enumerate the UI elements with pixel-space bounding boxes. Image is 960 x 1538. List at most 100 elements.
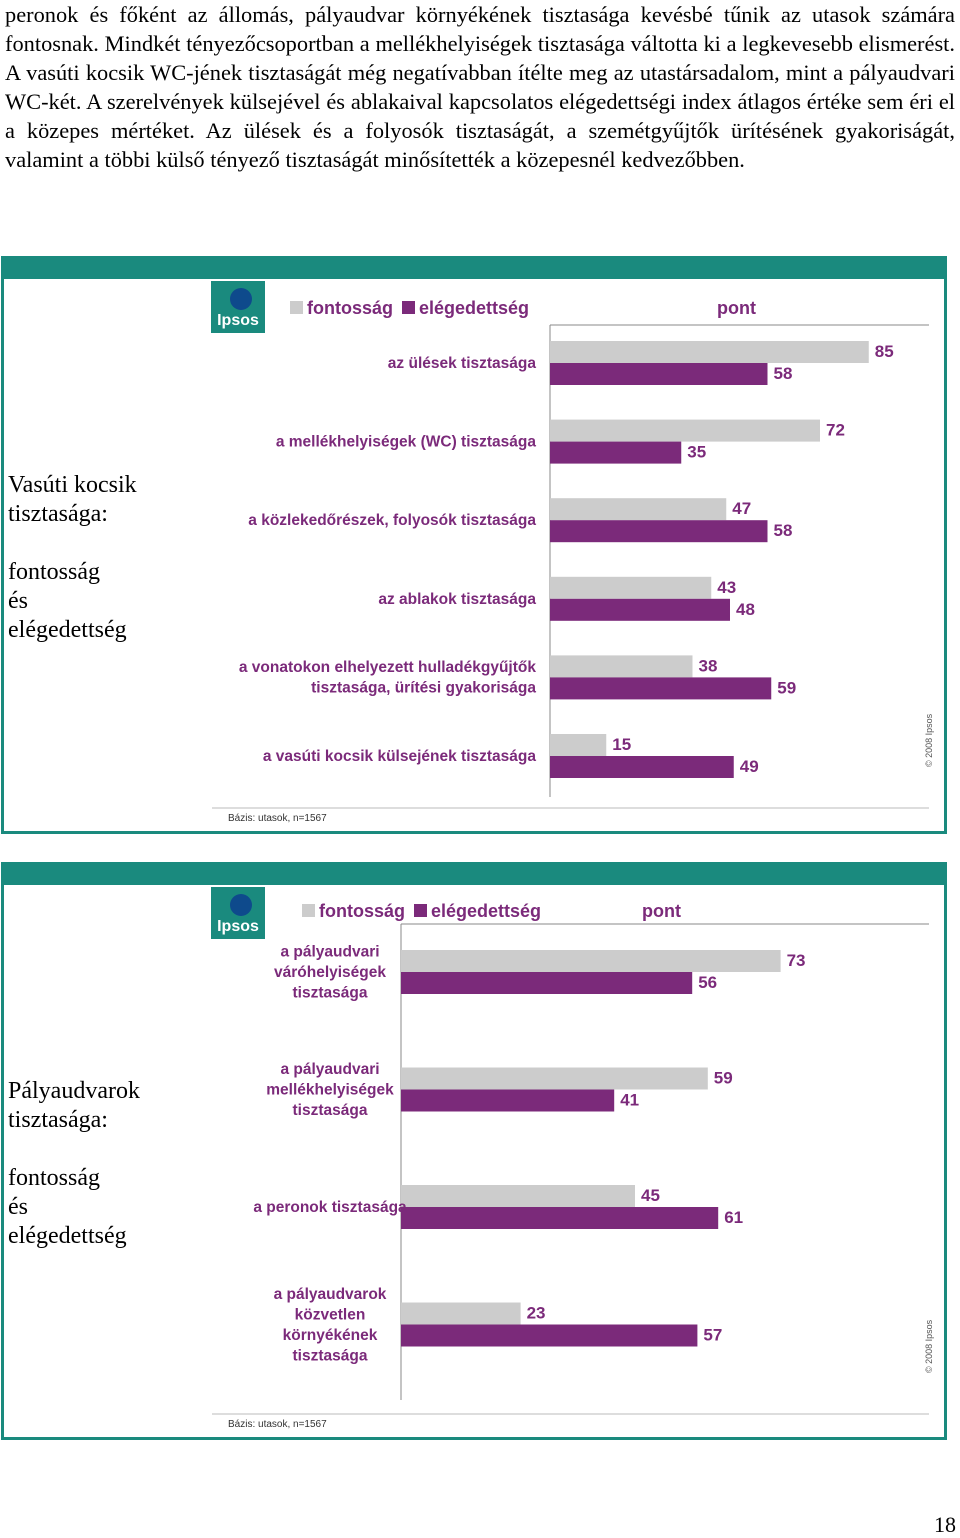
category-group: 73 56 a pályaudvari váróhelyiségek tisztaság…	[274, 944, 806, 1002]
bar-importance	[550, 498, 727, 521]
unit-label: pont	[717, 298, 756, 318]
data-label-satisfaction: 49	[740, 757, 759, 776]
category-label: környékének	[283, 1327, 378, 1344]
bar-satisfaction	[550, 441, 682, 464]
category-label: a vonatokon elhelyezett hulladékgyűjtők	[239, 659, 537, 676]
data-label-importance: 45	[641, 1186, 660, 1205]
logo-text: Ipsos	[217, 312, 259, 329]
category-group: 23 57 a pályaudvarok közvetlen környékének ti…	[274, 1286, 723, 1365]
legend-swatch-importance	[290, 301, 303, 314]
data-label-importance: 15	[612, 735, 631, 754]
category-group: 15 49 a vasúti kocsik külsejének tisztaság…	[263, 734, 759, 778]
side-title-line: fontosság	[8, 559, 100, 585]
side-title-line: tisztasága:	[8, 1107, 108, 1133]
data-label-satisfaction: 61	[724, 1208, 743, 1227]
category-label: tisztasága	[293, 1347, 368, 1364]
bar-importance	[550, 341, 869, 363]
copyright-note: © 2008 Ipsos	[924, 713, 934, 767]
chart-side-title: Vasúti kocsik tisztasága: fontosság és e…	[8, 471, 137, 645]
unit-label: pont	[642, 901, 681, 921]
data-label-importance: 73	[787, 951, 806, 970]
category-label: az ablakok tisztasága	[378, 591, 536, 608]
data-label-satisfaction: 56	[698, 973, 717, 992]
body-paragraph: peronok és főként az állomás, pályaudvar…	[5, 2, 955, 172]
data-label-satisfaction: 57	[703, 1326, 722, 1345]
bar-satisfaction	[401, 972, 693, 994]
category-label: tisztasága	[293, 985, 368, 1002]
data-label-importance: 85	[875, 342, 894, 361]
bar-satisfaction	[550, 363, 768, 385]
side-title-line: fontosság	[8, 1165, 100, 1191]
legend-swatch-satisfaction	[402, 301, 415, 314]
category-label: váróhelyiségek	[274, 964, 386, 981]
category-label: a vasúti kocsik külsejének tisztasága	[263, 748, 536, 765]
base-note: Bázis: utasok, n=1567	[228, 1419, 327, 1430]
side-title-line: elégedettség	[8, 617, 127, 643]
category-group: 45 61 a peronok tisztasága	[253, 1185, 743, 1229]
panel-top-bar	[4, 865, 944, 885]
data-label-importance: 47	[732, 499, 751, 518]
bar-importance	[550, 419, 820, 442]
legend-swatch-satisfaction	[414, 904, 427, 917]
bar-satisfaction	[550, 677, 772, 700]
category-group: 59 41 a pályaudvari mellékhelyiségek tisztas…	[266, 1061, 732, 1119]
bar-importance	[401, 1067, 708, 1090]
bar-importance	[550, 655, 693, 678]
chart-side-title: Pályaudvarok tisztasága: fontosság és el…	[8, 1077, 140, 1251]
data-label-satisfaction: 48	[736, 600, 755, 619]
category-label: tisztasága	[293, 1102, 368, 1119]
data-label-satisfaction: 58	[774, 364, 793, 383]
category-label: tisztasága, ürítési gyakorisága	[311, 680, 536, 697]
data-label-importance: 72	[826, 421, 845, 440]
side-title-line: elégedettség	[8, 1223, 127, 1249]
bar-importance	[550, 734, 607, 756]
logo-globe	[230, 288, 252, 310]
bar-satisfaction	[550, 598, 730, 621]
ipsos-logo: Ipsos	[211, 887, 265, 939]
category-label: a mellékhelyiségek (WC) tisztasága	[276, 434, 537, 451]
logo-globe	[230, 894, 252, 916]
legend-label-importance: fontosság	[319, 901, 405, 921]
bar-satisfaction	[401, 1324, 698, 1347]
category-label: a közlekedőrészek, folyosók tisztasága	[248, 512, 536, 529]
bar-importance	[401, 1302, 521, 1325]
bar-importance	[401, 1185, 635, 1207]
chart-railcars: Ipsos fontosság elégedettség pont 85 58 az ülé…	[211, 281, 934, 824]
bar-satisfaction	[401, 1207, 719, 1229]
category-group: 72 35 a mellékhelyiségek (WC) tisztasága	[276, 419, 845, 464]
bar-importance	[401, 950, 781, 972]
page-number: 18	[934, 1512, 956, 1537]
side-title-line: és	[8, 588, 28, 614]
data-label-importance: 38	[699, 656, 718, 675]
ipsos-logo: Ipsos	[211, 281, 265, 333]
data-label-importance: 43	[717, 578, 736, 597]
bar-satisfaction	[550, 520, 768, 543]
logo-text: Ipsos	[217, 918, 259, 935]
category-group: 85 58 az ülések tisztasága	[388, 341, 894, 385]
category-label: a pályaudvarok	[274, 1286, 387, 1303]
data-label-importance: 23	[527, 1304, 546, 1323]
category-label: az ülések tisztasága	[388, 355, 537, 372]
bar-importance	[550, 576, 712, 599]
side-title-line: Vasúti kocsik	[8, 472, 137, 498]
legend-label-importance: fontosság	[307, 298, 393, 318]
category-label: a peronok tisztasága	[253, 1199, 407, 1216]
chart-panel-railcars: Ipsos fontosság elégedettség pont 85 58 az ülé…	[1, 256, 947, 834]
bar-satisfaction	[550, 756, 734, 778]
side-title-line: Pályaudvarok	[8, 1078, 140, 1104]
category-group: 38 59 a vonatokon elhelyezett hulladékgyűj…	[239, 655, 796, 700]
side-title-line: és	[8, 1194, 28, 1220]
legend-label-satisfaction: elégedettség	[431, 901, 541, 921]
chart-panel-stations: Ipsos fontosság elégedettség pont 73 56 a pály…	[1, 862, 947, 1440]
legend-swatch-importance	[302, 904, 315, 917]
copyright-note: © 2008 Ipsos	[924, 1319, 934, 1373]
data-label-satisfaction: 59	[777, 678, 796, 697]
category-label: a pályaudvari	[280, 944, 379, 961]
category-label: a pályaudvari	[280, 1061, 379, 1078]
category-label: közvetlen	[295, 1306, 366, 1323]
side-title-line: tisztasága:	[8, 501, 108, 527]
data-label-satisfaction: 58	[774, 521, 793, 540]
base-note: Bázis: utasok, n=1567	[228, 813, 327, 824]
bar-satisfaction	[401, 1089, 615, 1112]
